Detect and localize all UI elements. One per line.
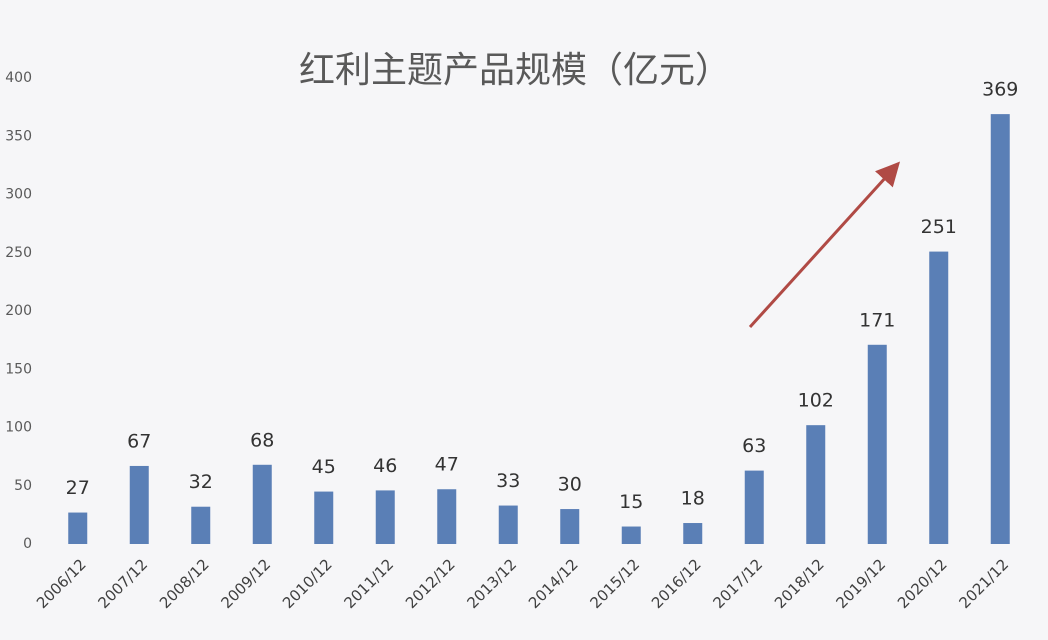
bar xyxy=(437,489,457,544)
x-tick-label: 2006/12 xyxy=(33,555,90,612)
bar xyxy=(498,505,518,544)
bar xyxy=(252,464,272,544)
x-tick-label: 2013/12 xyxy=(463,555,520,612)
bar xyxy=(867,344,887,544)
bar xyxy=(990,114,1010,545)
x-tick-label: 2009/12 xyxy=(217,555,274,612)
x-tick-label: 2010/12 xyxy=(279,555,336,612)
value-label: 32 xyxy=(189,471,213,493)
value-label: 68 xyxy=(250,429,274,451)
value-label: 63 xyxy=(742,435,766,457)
y-tick-label: 250 xyxy=(5,245,32,261)
value-label: 27 xyxy=(66,477,90,499)
bar xyxy=(314,491,334,544)
y-tick-label: 0 xyxy=(23,536,32,552)
y-tick-label: 100 xyxy=(5,420,32,436)
x-tick-label: 2017/12 xyxy=(709,555,766,612)
bar xyxy=(560,509,580,544)
value-label: 46 xyxy=(373,455,397,477)
x-tick-label: 2018/12 xyxy=(771,555,828,612)
trend-arrow xyxy=(748,161,901,329)
value-label: 171 xyxy=(859,309,895,331)
bar xyxy=(744,470,764,544)
x-tick-label: 2007/12 xyxy=(94,555,151,612)
value-label: 30 xyxy=(558,474,582,496)
value-label: 67 xyxy=(127,430,151,452)
value-label: 33 xyxy=(496,470,520,492)
value-label: 18 xyxy=(681,488,705,510)
bar xyxy=(129,465,149,544)
x-tick-label: 2012/12 xyxy=(402,555,459,612)
y-tick-label: 350 xyxy=(5,128,32,144)
chart-title: 红利主题产品规模（亿元） xyxy=(299,50,731,91)
value-label: 45 xyxy=(312,456,336,478)
x-tick-label: 2014/12 xyxy=(525,555,582,612)
y-tick-label: 50 xyxy=(14,478,32,494)
bar xyxy=(621,526,641,544)
y-tick-label: 200 xyxy=(5,303,32,319)
x-tick-label: 2016/12 xyxy=(648,555,705,612)
bar xyxy=(929,251,949,544)
bar xyxy=(191,506,211,544)
value-label: 47 xyxy=(435,454,459,476)
x-tick-label: 2011/12 xyxy=(340,555,397,612)
bar xyxy=(683,523,703,544)
x-tick-label: 2008/12 xyxy=(156,555,213,612)
x-tick-label: 2019/12 xyxy=(832,555,889,612)
bar xyxy=(68,512,88,544)
bar xyxy=(375,490,395,544)
value-label: 251 xyxy=(921,216,957,238)
x-tick-label: 2020/12 xyxy=(894,555,951,612)
bar xyxy=(806,425,826,544)
y-tick-label: 300 xyxy=(5,187,32,203)
x-tick-label: 2021/12 xyxy=(955,555,1012,612)
value-label: 102 xyxy=(798,390,834,412)
value-label: 15 xyxy=(619,491,643,513)
value-label: 369 xyxy=(982,79,1018,101)
x-tick-label: 2015/12 xyxy=(586,555,643,612)
y-tick-label: 400 xyxy=(5,70,32,86)
y-tick-label: 150 xyxy=(5,361,32,377)
